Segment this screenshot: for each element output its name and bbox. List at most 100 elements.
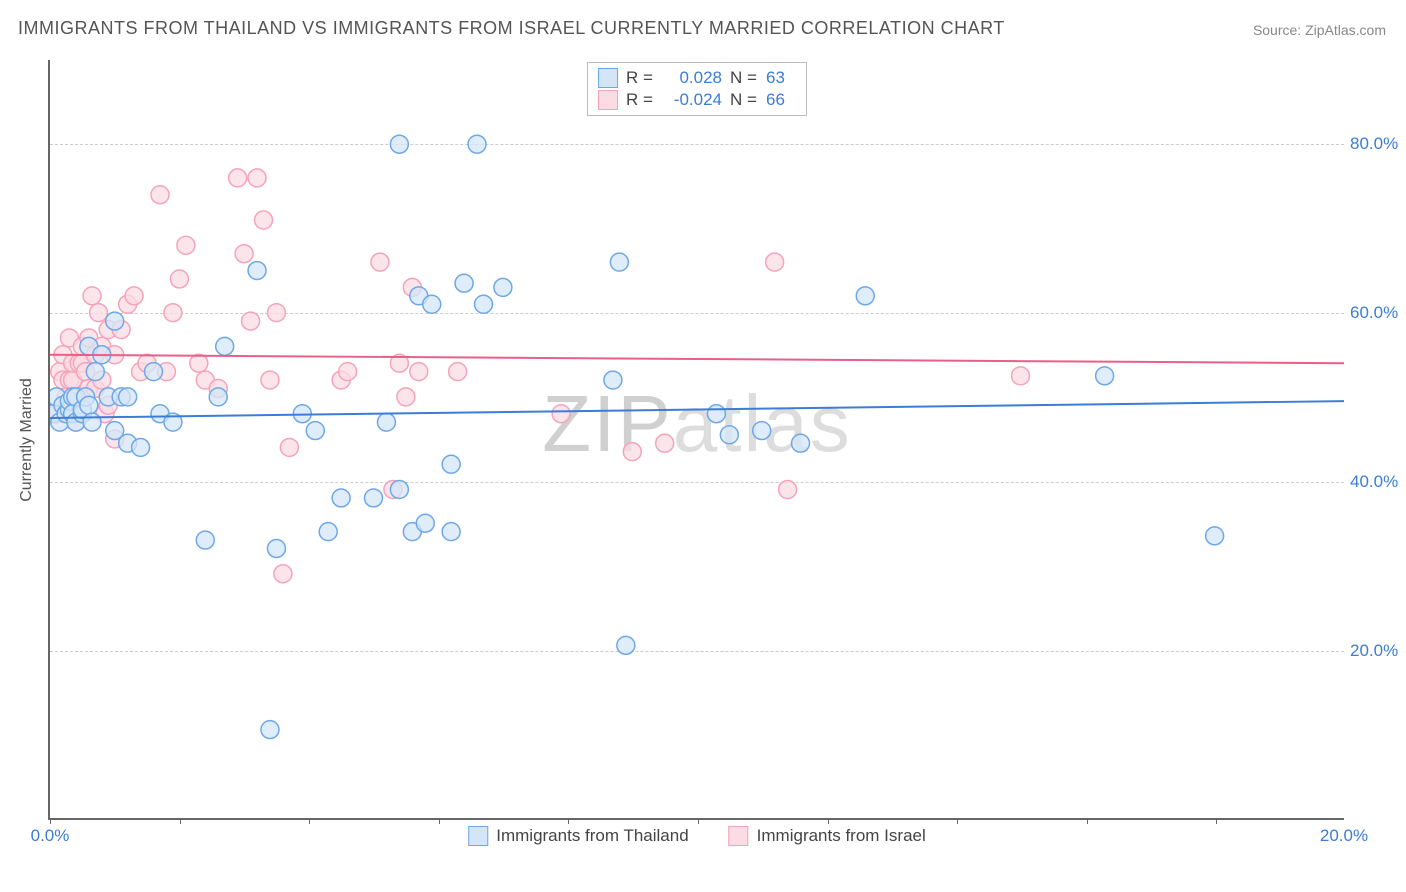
scatter-point [442,455,460,473]
scatter-point [371,253,389,271]
scatter-point [339,363,357,381]
scatter-point [856,287,874,305]
scatter-point [145,363,163,381]
x-tick-mark [828,818,829,824]
scatter-point [242,312,260,330]
x-tick-mark [50,818,51,824]
scatter-point [274,565,292,583]
legend-correlation-row: R =-0.024N =66 [598,89,796,111]
scatter-point [229,169,247,187]
n-value: 63 [766,68,796,88]
scatter-point [397,388,415,406]
scatter-point [261,721,279,739]
scatter-point [617,636,635,654]
scatter-point [410,363,428,381]
scatter-point [552,405,570,423]
scatter-point [792,434,810,452]
scatter-point [1096,367,1114,385]
scatter-point [468,135,486,153]
swatch-icon [598,68,618,88]
chart-container: IMMIGRANTS FROM THAILAND VS IMMIGRANTS F… [0,0,1406,892]
legend-label-thailand: Immigrants from Thailand [496,826,688,846]
r-value: 0.028 [662,68,722,88]
scatter-point [365,489,383,507]
r-label: R = [626,90,654,110]
scatter-point [494,278,512,296]
scatter-point [248,262,266,280]
scatter-point [164,304,182,322]
scatter-point [449,363,467,381]
scatter-point [125,287,143,305]
legend-item-israel: Immigrants from Israel [729,826,926,846]
trend-line [50,401,1344,418]
y-tick-label: 80.0% [1350,134,1406,154]
x-tick-label-max: 20.0% [1320,826,1368,846]
legend-correlation: R =0.028N =63R =-0.024N =66 [587,62,807,116]
legend-series: Immigrants from Thailand Immigrants from… [468,826,926,846]
scatter-point [267,540,285,558]
scatter-point [390,135,408,153]
source-label: Source: ZipAtlas.com [1253,22,1386,38]
scatter-point [132,438,150,456]
scatter-point [177,236,195,254]
x-tick-mark [568,818,569,824]
trend-line [50,355,1344,363]
x-tick-mark [439,818,440,824]
scatter-point [261,371,279,389]
scatter-point [83,287,101,305]
x-tick-mark [180,818,181,824]
scatter-point [90,304,108,322]
n-label: N = [730,90,758,110]
scatter-point [390,481,408,499]
scatter-point [306,422,324,440]
scatter-point [319,523,337,541]
y-axis-label: Currently Married [18,378,36,502]
r-value: -0.024 [662,90,722,110]
scatter-point [707,405,725,423]
scatter-point [248,169,266,187]
scatter-point [235,245,253,263]
scatter-point [86,363,104,381]
x-tick-mark [1087,818,1088,824]
scatter-point [623,443,641,461]
swatch-thailand [468,826,488,846]
scatter-point [280,438,298,456]
plot-area: ZIPatlas 20.0%40.0%60.0%80.0% R =0.028N … [48,60,1344,820]
scatter-point [216,337,234,355]
scatter-point [610,253,628,271]
scatter-point [83,413,101,431]
scatter-point [190,354,208,372]
scatter-point [106,312,124,330]
scatter-point [267,304,285,322]
scatter-point [332,489,350,507]
legend-correlation-row: R = 0.028 N = 63 [598,67,796,89]
scatter-point [455,274,473,292]
scatter-point [720,426,738,444]
y-tick-label: 40.0% [1350,472,1406,492]
scatter-point [423,295,441,313]
scatter-point [766,253,784,271]
scatter-point [151,186,169,204]
r-label: R = [626,68,654,88]
x-tick-mark [698,818,699,824]
y-tick-label: 60.0% [1350,303,1406,323]
scatter-point [119,388,137,406]
y-tick-label: 20.0% [1350,641,1406,661]
swatch-icon [598,90,618,110]
scatter-point [255,211,273,229]
scatter-point [209,388,227,406]
scatter-point [604,371,622,389]
scatter-point [753,422,771,440]
x-tick-mark [1216,818,1217,824]
n-label: N = [730,68,758,88]
x-tick-mark [309,818,310,824]
scatter-point [442,523,460,541]
scatter-point [656,434,674,452]
scatter-point [80,396,98,414]
scatter-point [170,270,188,288]
x-tick-label-min: 0.0% [31,826,70,846]
scatter-point [416,514,434,532]
scatter-point [779,481,797,499]
scatter-point [1012,367,1030,385]
data-svg-layer [50,60,1344,818]
